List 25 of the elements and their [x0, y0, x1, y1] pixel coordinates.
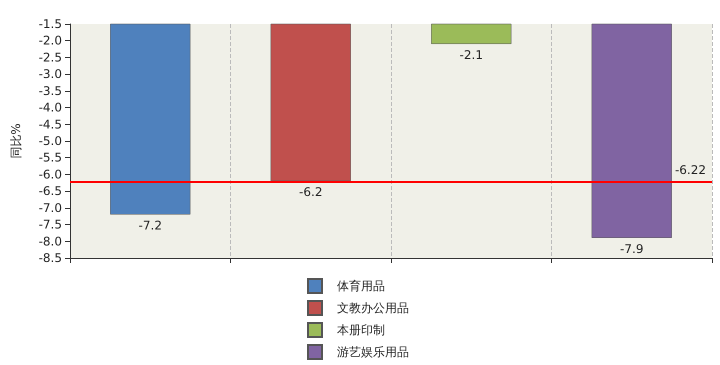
y-tick-label: -4.5 — [38, 117, 62, 132]
y-tick-label: -5.5 — [38, 150, 62, 165]
data-label: -7.2 — [138, 218, 162, 233]
y-tick-label: -2.0 — [38, 34, 62, 48]
legend-label: 游艺娱乐用品 — [337, 345, 409, 359]
y-tick-label: -7.0 — [38, 200, 62, 215]
y-tick-label: -5.0 — [38, 134, 62, 148]
y-tick-label: -3.5 — [38, 84, 62, 98]
y-tick-label: -6.5 — [38, 184, 62, 198]
y-axis-title: 同比% — [9, 123, 23, 159]
data-label: -6.2 — [299, 185, 322, 200]
y-tick-label: -4.0 — [38, 100, 62, 115]
y-tick-label: -8.0 — [38, 234, 62, 248]
data-label: -2.1 — [460, 48, 483, 62]
y-tick-label: -3.0 — [38, 67, 62, 82]
legend-label: 文教办公用品 — [337, 301, 409, 315]
legend-label: 体育用品 — [337, 279, 385, 293]
legend-label: 本册印制 — [337, 323, 385, 337]
y-tick-label: -2.5 — [38, 50, 62, 64]
y-tick-label: -6.0 — [38, 167, 62, 182]
data-label: -7.9 — [620, 242, 644, 256]
y-tick-label: -1.5 — [38, 17, 62, 31]
y-tick-label: -8.5 — [38, 251, 62, 265]
ref-line-label: -6.22 — [674, 162, 706, 177]
y-tick-label: -7.5 — [38, 218, 62, 232]
